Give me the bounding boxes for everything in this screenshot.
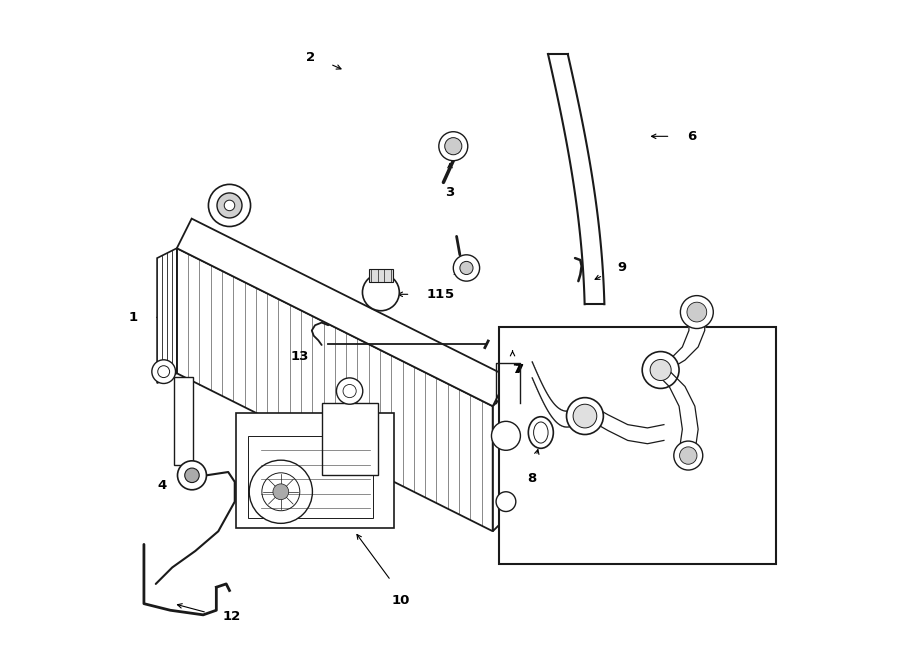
Text: 4: 4 — [158, 479, 167, 492]
Circle shape — [643, 352, 680, 389]
Polygon shape — [493, 380, 519, 531]
Circle shape — [273, 484, 289, 500]
Circle shape — [184, 468, 199, 483]
Text: 2: 2 — [306, 51, 315, 64]
Circle shape — [152, 360, 176, 383]
Polygon shape — [532, 362, 585, 427]
Polygon shape — [652, 370, 698, 452]
Ellipse shape — [534, 422, 548, 443]
Bar — [236, 412, 394, 528]
Circle shape — [217, 193, 242, 218]
Circle shape — [573, 405, 597, 428]
Circle shape — [249, 460, 312, 524]
Circle shape — [650, 360, 671, 381]
Polygon shape — [585, 402, 664, 444]
Circle shape — [680, 447, 697, 464]
Text: 11: 11 — [427, 288, 446, 301]
Text: 3: 3 — [446, 186, 454, 199]
Circle shape — [177, 461, 206, 490]
Circle shape — [445, 137, 462, 155]
Text: 12: 12 — [223, 610, 241, 623]
Circle shape — [439, 132, 468, 161]
Polygon shape — [158, 249, 176, 383]
Circle shape — [680, 295, 714, 329]
Polygon shape — [652, 314, 705, 370]
Text: 1: 1 — [128, 311, 138, 324]
Bar — [369, 269, 392, 282]
Circle shape — [454, 254, 480, 281]
Circle shape — [687, 302, 707, 322]
Text: 8: 8 — [527, 472, 537, 485]
Text: 13: 13 — [290, 350, 309, 364]
Circle shape — [674, 441, 703, 470]
Text: 5: 5 — [446, 288, 454, 301]
Bar — [500, 327, 776, 564]
Circle shape — [337, 378, 363, 405]
Circle shape — [209, 184, 250, 227]
Polygon shape — [176, 219, 508, 407]
Text: 7: 7 — [512, 364, 522, 377]
Circle shape — [224, 200, 235, 211]
Text: 6: 6 — [687, 130, 697, 143]
Bar — [248, 436, 373, 518]
Circle shape — [566, 398, 603, 434]
Text: 7: 7 — [515, 364, 524, 377]
Ellipse shape — [528, 416, 554, 448]
Text: 9: 9 — [617, 262, 627, 274]
Text: 10: 10 — [392, 594, 410, 607]
Circle shape — [460, 261, 473, 274]
Circle shape — [363, 274, 400, 311]
Circle shape — [491, 421, 520, 450]
Bar — [321, 403, 378, 475]
Polygon shape — [176, 249, 493, 531]
Circle shape — [496, 492, 516, 512]
Polygon shape — [174, 377, 194, 465]
